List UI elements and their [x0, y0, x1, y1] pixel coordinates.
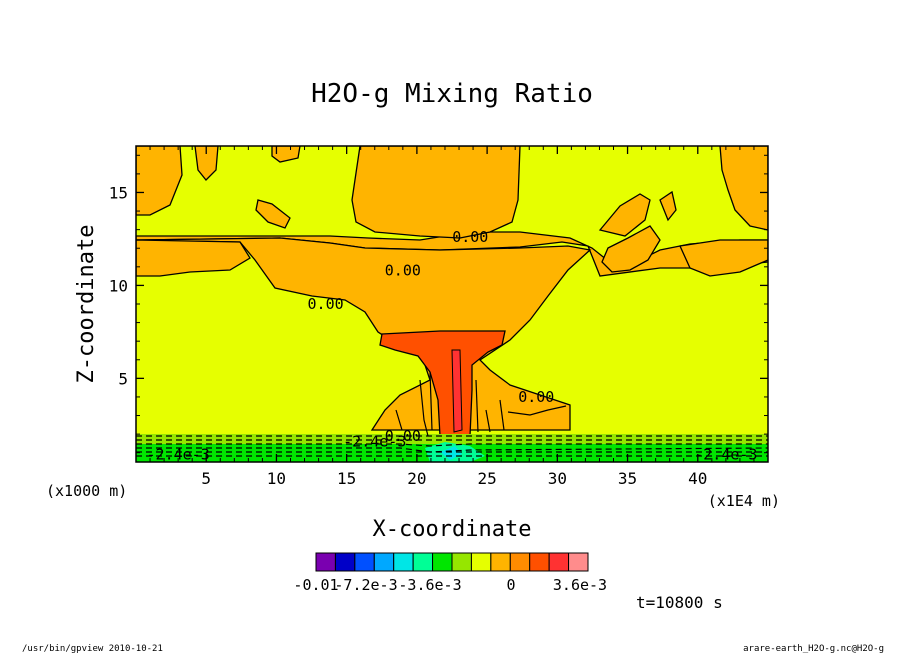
contour-label: -2.4e-3: [694, 446, 757, 464]
contour-label: -2.4e-3: [343, 433, 406, 451]
plot-area: [136, 146, 768, 462]
chart-title: H2O-g Mixing Ratio: [311, 79, 593, 109]
time-label: t=10800 s: [636, 593, 723, 612]
contour-label: 0.00: [385, 262, 421, 280]
contour-label: 0.00: [452, 228, 488, 246]
x-unit-right: (x1E4 m): [708, 492, 780, 510]
colorbar-swatch: [334, 552, 356, 572]
y-tick-label: 5: [118, 369, 128, 388]
x-tick-label: 35: [618, 469, 637, 488]
upper-dome-region: [351, 146, 521, 239]
right-band-region: [679, 239, 768, 277]
contour-labels: 0.000.000.000.00-2.4e-3 -2.4e-3-2.4e-30.0…: [147, 228, 758, 463]
contour-label: 0.00: [518, 388, 554, 406]
colorbar-swatch: [529, 552, 550, 572]
colorbar: [315, 552, 589, 572]
x-tick-label: 30: [548, 469, 567, 488]
colorbar-swatch: [548, 552, 570, 572]
dashed-contours: [136, 435, 768, 457]
contour-label: 0.00: [385, 427, 421, 445]
x-tick-label: 5: [201, 469, 211, 488]
y-tick-label: 15: [109, 183, 128, 202]
core-contour-details: [395, 371, 567, 437]
x-unit-left: (x1000 m): [46, 482, 127, 500]
contour-label: 0.00: [308, 295, 344, 313]
colorbar-labels: -0.01-7.2e-3 -3.6e-3 0 3.6e-3: [293, 576, 607, 594]
x-tick-label: 20: [407, 469, 426, 488]
colorbar-tick-label: -0.01: [293, 576, 338, 594]
footer-left: /usr/bin/gpview 2010-10-21: [22, 644, 163, 654]
x-tick-label: 15: [337, 469, 356, 488]
x-axis: 5 10 15 20 25 30 35 40: [149, 146, 755, 488]
far-left-band-region: [136, 239, 251, 277]
boundary-layer-upper: [136, 434, 768, 444]
colorbar-swatch: [470, 552, 492, 572]
footer-right: arare-earth_H2O-g.nc@H2O-g: [743, 644, 884, 654]
x-tick-label: 25: [477, 469, 496, 488]
x-tick-label: 10: [267, 469, 286, 488]
right-blob-1: [598, 193, 651, 237]
colorbar-swatch: [568, 552, 589, 572]
colorbar-swatch: [432, 552, 453, 572]
x-axis-label: X-coordinate: [373, 517, 532, 542]
colorbar-swatch: [509, 552, 531, 572]
colorbar-swatch: [373, 552, 395, 572]
y-axis-label: Z-coordinate: [74, 225, 99, 384]
core-streak: [451, 349, 463, 433]
colorbar-swatch: [354, 552, 375, 572]
right-blob-2: [601, 225, 661, 273]
y-axis: 5 10 15: [109, 154, 768, 454]
right-blob-3: [659, 190, 677, 222]
colorbar-tick-label: -7.2e-3: [334, 576, 397, 594]
top-blob-4: [255, 199, 291, 229]
top-blob-5: [719, 146, 768, 231]
colorbar-tick-label: 3.6e-3: [553, 576, 607, 594]
colorbar-tick-label: -3.6e-3: [398, 576, 461, 594]
colorbar-swatch: [412, 552, 434, 572]
contour-label: -2.4e-3: [147, 446, 210, 464]
colorbar-swatch: [315, 552, 336, 572]
top-blob-2: [194, 146, 219, 181]
colorbar-swatch: [451, 552, 472, 572]
colorbar-tick-label: 0: [506, 576, 515, 594]
colorbar-swatch: [490, 552, 511, 572]
y-tick-label: 10: [109, 276, 128, 295]
x-tick-label: 40: [688, 469, 707, 488]
top-blob-1: [136, 146, 183, 216]
colorbar-swatch: [393, 552, 414, 572]
top-blob-3: [271, 146, 301, 163]
